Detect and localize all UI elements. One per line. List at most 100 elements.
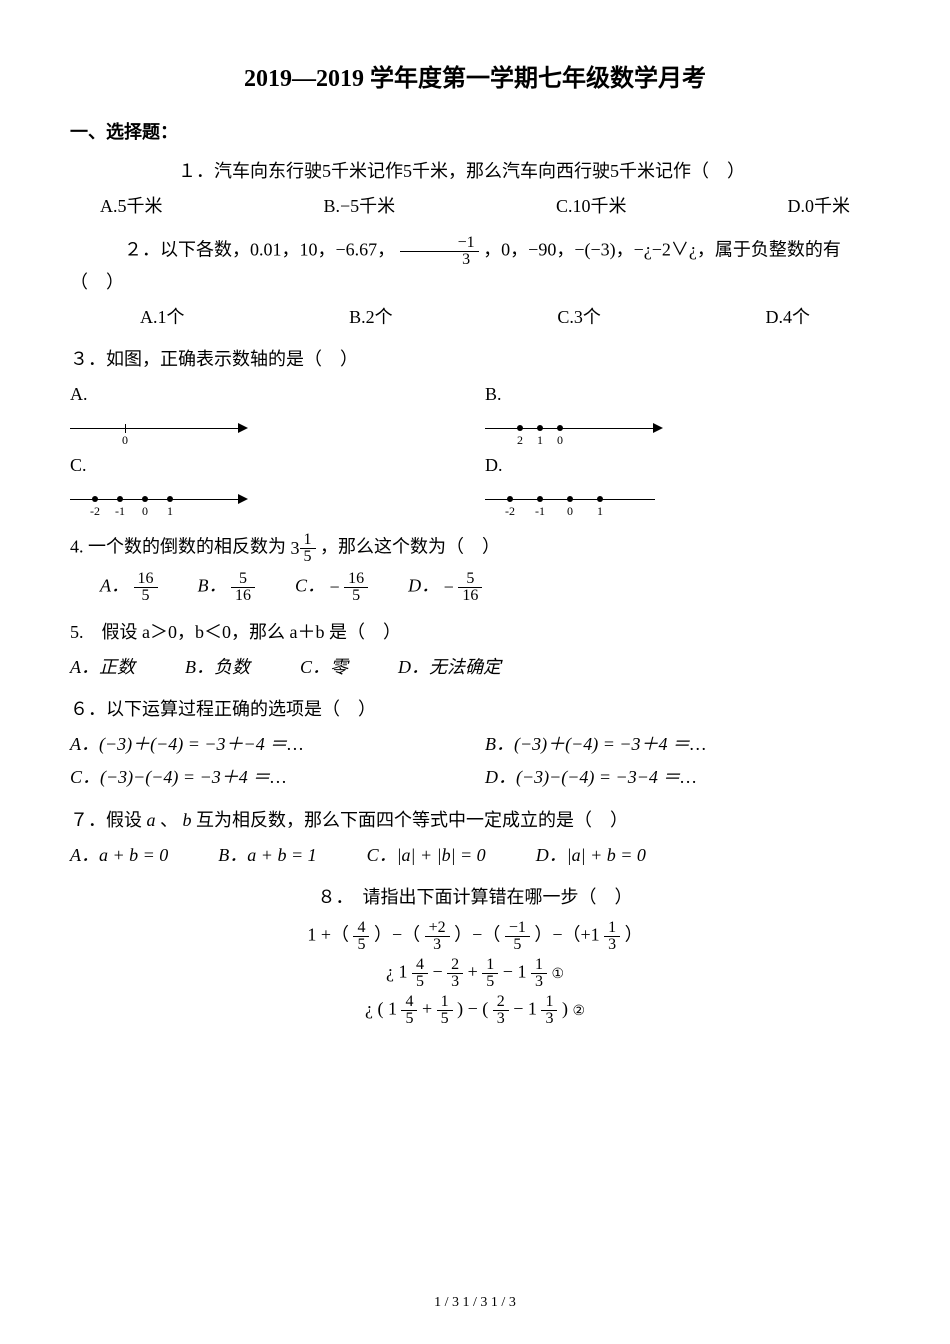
lbl: 1 — [537, 431, 543, 450]
q5-opt-d: D．无法确定 — [398, 653, 501, 682]
n: +2 — [425, 920, 450, 937]
q2-frac: −1 3 — [400, 235, 479, 268]
q5-opt-a: A．正数 — [70, 653, 135, 682]
q4-opt-c: C． − 165 — [295, 571, 368, 604]
d: 16 — [231, 588, 255, 604]
lbl: -1 — [115, 502, 125, 521]
lbl: 1 — [167, 502, 173, 521]
q6-text: ６．以下运算过程正确的选项是（ ） — [70, 695, 880, 724]
page-title: 2019—2019 学年度第一学期七年级数学月考 — [70, 60, 880, 98]
q4-post: ，那么这个数为（ ） — [320, 536, 500, 556]
t: − — [432, 962, 447, 982]
question-2: ２．以下各数，0.01，10，−6.67， −1 3 ，0，−90，−(−3)，… — [70, 235, 880, 332]
n: 16 — [134, 571, 158, 588]
q7-opt-c: C．|a| + |b| = 0 — [367, 841, 486, 870]
question-3: ３．如图，正确表示数轴的是（ ） A. 0 B. 2 1 0 C. -2 — [70, 345, 880, 517]
d: 3 — [425, 937, 450, 953]
question-8: ８． 请指出下面计算错在哪一步（ ） 1 +（ 45 ）−（ +23 ）−（ −… — [70, 883, 880, 1027]
q5-text: 5. 假设 a＞0，b＜0，那么 a＋b 是（ ） — [70, 618, 880, 647]
q2-pre: ２．以下各数，0.01，10，−6.67， — [124, 239, 395, 259]
lbl: 0 — [567, 502, 573, 521]
t: ¿ ( 1 — [365, 999, 397, 1019]
q4-d-pre: D． — [408, 575, 439, 595]
q3-d-label: D. — [485, 455, 503, 475]
n: 1 — [604, 920, 620, 937]
d: 3 — [541, 1011, 557, 1027]
n: 1 — [437, 994, 453, 1011]
n: 1 — [541, 994, 557, 1011]
q4-a-pre: A． — [100, 575, 129, 595]
q1-options: A.5千米 B.−5千米 C.10千米 D.0千米 — [100, 192, 850, 221]
n: 4 — [401, 994, 417, 1011]
q2-opt-c: C.3个 — [557, 303, 601, 332]
q4-mixed-int: 3 — [291, 538, 300, 558]
d: 5 — [412, 974, 428, 990]
d: 5 — [344, 588, 368, 604]
q2-opt-b: B.2个 — [349, 303, 393, 332]
q7-options: A．a + b = 0 B．a + b = 1 C．|a| + |b| = 0 … — [70, 841, 880, 870]
lbl: 2 — [517, 431, 523, 450]
lbl: -2 — [90, 502, 100, 521]
q6-opt-b: B．(−3)＋(−4) = −3＋4 ＝… — [485, 730, 880, 759]
t: ) − ( — [457, 999, 493, 1019]
q7-opt-d: D．|a| + b = 0 — [536, 841, 646, 870]
d: 3 — [447, 974, 463, 990]
q8-line3: ¿ ( 1 45 + 15 ) − ( 23 − 1 13 ) ② — [70, 994, 880, 1027]
question-4: 4. 一个数的倒数的相反数为 3 1 5 ，那么这个数为（ ） A． 165 B… — [70, 532, 880, 604]
section-header: 一、选择题： — [70, 118, 880, 147]
n: 16 — [344, 571, 368, 588]
q1-text: １．汽车向东行驶5千米记作5千米，那么汽车向西行驶5千米记作（ ） — [70, 157, 880, 186]
q1-opt-d: D.0千米 — [788, 192, 851, 221]
q2-frac-num: −1 — [400, 235, 479, 252]
q8-text: ８． 请指出下面计算错在哪一步（ ） — [70, 883, 880, 912]
t: ¿ 1 — [386, 962, 408, 982]
n: 1 — [482, 957, 498, 974]
numline-d: -2 -1 0 1 — [485, 484, 665, 514]
n: 5 — [231, 571, 255, 588]
d: 3 — [493, 1011, 509, 1027]
q3-opt-d: D. -2 -1 0 1 — [485, 451, 880, 518]
q4-c-sign: − — [330, 577, 340, 597]
d: 5 — [505, 937, 530, 953]
t: − 1 — [513, 999, 537, 1019]
q6-opt-d: D．(−3)−(−4) = −3−4 ＝… — [485, 763, 880, 792]
q5-opt-b: B．负数 — [185, 653, 250, 682]
q7-mid: 、 — [160, 810, 178, 830]
q4-mixed-num: 1 — [300, 532, 316, 549]
q8-line2: ¿ 1 45 − 23 + 15 − 1 13 ① — [70, 957, 880, 990]
q6-opt-c: C．(−3)−(−4) = −3＋4 ＝… — [70, 763, 465, 792]
q7-text: ７．假设 a 、 b 互为相反数，那么下面四个等式中一定成立的是（ ） — [70, 806, 880, 835]
t: + — [468, 962, 483, 982]
question-7: ７．假设 a 、 b 互为相反数，那么下面四个等式中一定成立的是（ ） A．a … — [70, 806, 880, 870]
n: 1 — [531, 957, 547, 974]
d: 5 — [353, 937, 369, 953]
q2-text: ２．以下各数，0.01，10，−6.67， −1 3 ，0，−90，−(−3)，… — [70, 235, 880, 297]
q4-options: A． 165 B． 516 C． − 165 D． − 516 — [100, 571, 880, 604]
d: 5 — [134, 588, 158, 604]
q8-line1: 1 +（ 45 ）−（ +23 ）−（ −15 ）−（+1 13 ） — [70, 920, 880, 953]
d: 16 — [458, 588, 482, 604]
t: ）−（+1 — [534, 925, 599, 945]
q2-opt-d: D.4个 — [766, 303, 811, 332]
lbl: 1 — [597, 502, 603, 521]
q2-options: A.1个 B.2个 C.3个 D.4个 — [140, 303, 810, 332]
question-6: ６．以下运算过程正确的选项是（ ） A．(−3)＋(−4) = −3＋−4 ＝…… — [70, 695, 880, 791]
q7-a: a — [142, 810, 160, 830]
q4-d-sign: − — [444, 577, 454, 597]
q3-text: ３．如图，正确表示数轴的是（ ） — [70, 345, 880, 374]
q4-opt-d: D． − 516 — [408, 571, 482, 604]
q7-b: b — [178, 810, 196, 830]
n: 2 — [447, 957, 463, 974]
t: + — [422, 999, 437, 1019]
lbl: -2 — [505, 502, 515, 521]
q7-post: 互为相反数，那么下面四个等式中一定成立的是（ ） — [196, 810, 628, 830]
q3-a-label: A. — [70, 384, 88, 404]
t: ） — [625, 925, 643, 945]
t: 1 +（ — [307, 925, 349, 945]
q1-opt-a: A.5千米 — [100, 192, 163, 221]
t: − 1 — [503, 962, 527, 982]
t: ）−（ — [374, 925, 420, 945]
d: 5 — [482, 974, 498, 990]
q7-opt-a: A．a + b = 0 — [70, 841, 168, 870]
q7-opt-b: B．a + b = 1 — [218, 841, 316, 870]
